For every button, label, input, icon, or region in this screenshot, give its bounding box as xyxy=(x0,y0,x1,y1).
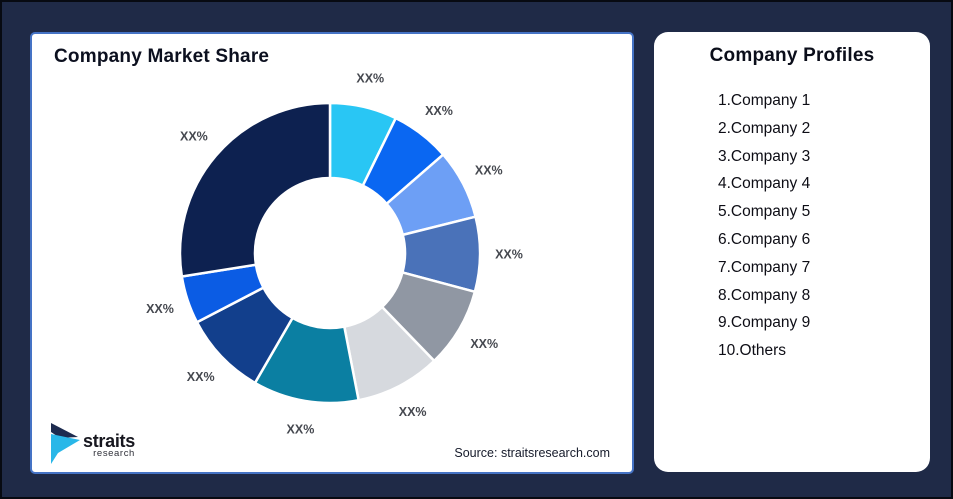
company-profiles-card: Company Profiles 1.Company 1 2.Company 2 3… xyxy=(654,32,930,472)
slice-percent-label: XX% xyxy=(180,130,208,144)
donut-slice-10[interactable] xyxy=(178,101,332,278)
chart-title: Company Market Share xyxy=(54,46,270,67)
company-list-item: 8.Company 8 xyxy=(718,286,811,304)
profiles-title: Company Profiles xyxy=(709,45,875,66)
slice-percent-label: XX% xyxy=(475,163,503,177)
company-list-item: 9.Company 9 xyxy=(718,314,811,332)
slice-percent-label: XX% xyxy=(356,72,384,86)
company-list-item: 7.Company 7 xyxy=(718,258,811,276)
company-list-item: 10.Others xyxy=(718,342,787,360)
slice-percent-label: XX% xyxy=(425,104,453,118)
company-list-item: 3.Company 3 xyxy=(718,147,811,165)
slice-percent-label: XX% xyxy=(287,423,315,437)
company-list-item: 2.Company 2 xyxy=(718,119,811,137)
straits-logo-icon xyxy=(51,423,80,464)
company-list-item: 6.Company 6 xyxy=(718,230,811,248)
slice-percent-label: XX% xyxy=(187,370,215,384)
company-list: 1.Company 1 2.Company 2 3.Company 3 4.Compa… xyxy=(654,87,930,365)
logo-brand: straits xyxy=(83,431,135,451)
market-share-donut: XX% XX% XX% XX% XX% XX% XX% XX% XX% XX% xyxy=(146,72,523,437)
company-list-item: 5.Company 5 xyxy=(718,203,811,221)
logo-text: straits research xyxy=(83,432,135,459)
straits-research-logo: straits research xyxy=(50,423,135,465)
company-list-item: 4.Company 4 xyxy=(718,175,811,193)
slice-percent-label: XX% xyxy=(146,302,174,316)
slice-percent-label: XX% xyxy=(495,248,523,262)
slice-percent-label: XX% xyxy=(470,337,498,351)
company-list-item: 1.Company 1 xyxy=(718,92,811,109)
slice-percent-label: XX% xyxy=(399,405,427,419)
logo-subtitle: research xyxy=(93,448,135,459)
source-note: Source: straitsresearch.com xyxy=(454,446,610,460)
market-share-card: XX% XX% XX% XX% XX% XX% XX% XX% XX% XX% Company M… xyxy=(30,32,634,474)
